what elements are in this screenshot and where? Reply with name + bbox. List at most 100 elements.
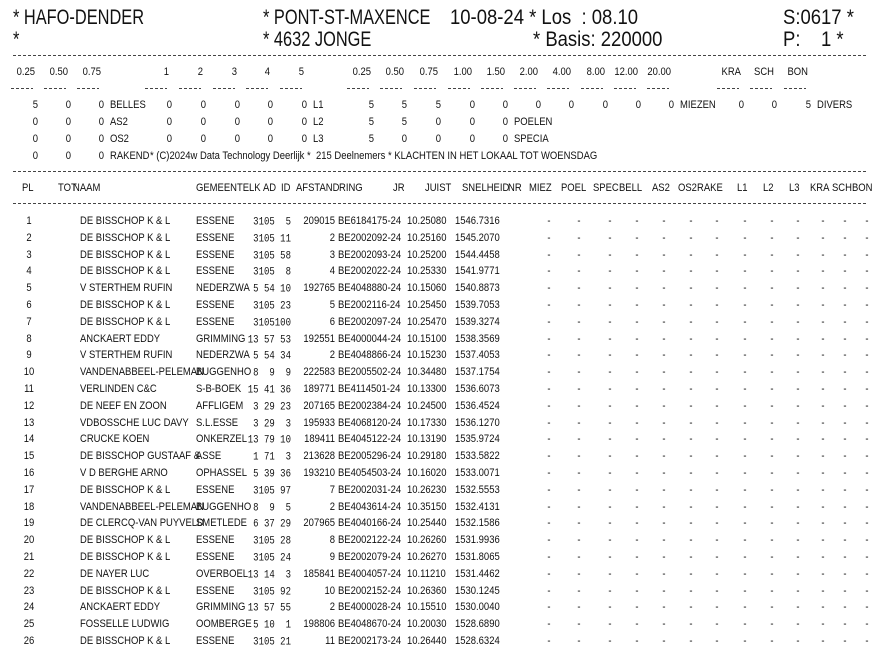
empty-prize-mark: - [743,265,747,278]
summary-count: 0 [166,116,172,128]
empty-prize-mark: - [608,416,612,429]
lk-ad-id: 3105 21 [247,635,291,649]
summary-category-label: POELEN [514,116,553,128]
empty-prize-mark: - [843,450,847,463]
speed: 1545.2070 [455,231,500,244]
empty-prize-mark: - [662,248,666,261]
lk-ad-id: 3105 24 [247,551,291,565]
column-header-sch: SCH [832,182,852,194]
speed: 1539.3274 [455,315,500,328]
race-basis: * Basis: 220000 [533,28,663,51]
empty-prize-mark: - [715,366,719,379]
speed: 1530.1245 [455,584,500,597]
column-header-pl: PL [22,182,34,194]
municipality: ONKERZEL [196,433,247,446]
ring-number: BE2002152-24 [338,584,402,597]
empty-prize-mark: - [743,450,747,463]
empty-prize-mark: - [662,534,666,547]
fancier-name: DE BISSCHOP K & L [80,231,171,244]
placement: 9 [26,349,32,362]
empty-prize-mark: - [743,534,747,547]
empty-prize-mark: - [743,399,747,412]
empty-prize-mark: - [715,551,719,563]
empty-prize-mark: - [608,299,612,311]
column-header-snelheid: SNELHEID [462,182,510,194]
speed: 1532.1586 [455,517,500,530]
speed: 1533.5822 [455,450,500,463]
empty-prize-mark: - [635,567,639,580]
empty-prize-mark: - [689,450,693,463]
empty-prize-mark: - [689,635,693,647]
column-header-jr: JR [393,182,405,194]
distance: 189411 [304,433,335,446]
municipality: ESSENE [196,248,235,261]
empty-prize-mark: - [843,399,847,412]
ring-number: BE4000028-24 [338,601,402,614]
summary-column-label: 4 [264,66,270,78]
summary-column-label: 2.00 [519,66,538,78]
summary-column-label: 8.00 [586,66,605,78]
empty-prize-mark: - [770,383,774,395]
speed: 1536.6073 [455,383,500,395]
arrival-time: 10.11210 [407,567,446,580]
summary-column-underline [347,88,369,89]
lk-ad-id: 6 37 29 [247,518,291,531]
empty-prize-mark: - [547,383,551,395]
summary-count: 0 [502,116,508,128]
column-header-poel: POEL [561,182,587,194]
empty-prize-mark: - [547,601,551,614]
ring-number: BE2002031-24 [338,483,402,496]
municipality: ESSENE [196,635,235,647]
empty-prize-mark: - [689,383,693,395]
distance: 11 [325,635,335,647]
placement: 16 [23,467,35,479]
summary-count: 0 [301,99,307,111]
column-header-rake: RAKE [697,182,723,194]
lk-ad-id: 13 57 55 [247,602,291,615]
empty-prize-mark: - [547,265,551,278]
summary-count: 0 [234,133,240,145]
empty-prize-mark: - [577,349,581,362]
empty-prize-mark: - [547,332,551,345]
empty-prize-mark: - [608,467,612,479]
ring-number: BE2002093-24 [338,248,402,261]
empty-prize-mark: - [865,399,869,412]
empty-prize-mark: - [689,551,693,563]
summary-count: 0 [668,99,674,111]
empty-prize-mark: - [635,534,639,547]
summary-column-underline [179,88,201,89]
summary-count: 0 [65,99,71,111]
empty-prize-mark: - [821,399,825,412]
empty-prize-mark: - [796,483,800,496]
empty-prize-mark: - [843,517,847,530]
empty-prize-mark: - [547,551,551,563]
empty-prize-mark: - [821,282,825,295]
municipality: ESSENE [196,483,235,496]
empty-prize-mark: - [821,450,825,463]
speed: 1537.4053 [455,349,500,362]
s-code: S:0617 * [783,6,854,29]
empty-prize-mark: - [796,231,800,244]
empty-prize-mark: - [635,416,639,429]
ring-number: BE2005296-24 [338,450,402,463]
placement: 13 [23,416,35,429]
summary-column-label: 0.50 [385,66,404,78]
empty-prize-mark: - [770,366,774,379]
column-header-as2: AS2 [652,182,670,194]
empty-prize-mark: - [770,467,774,479]
empty-prize-mark: - [635,215,639,227]
municipality: BUGGENHO [196,500,252,513]
summary-column-underline [614,88,636,89]
summary-column-underline [750,88,772,89]
empty-prize-mark: - [796,349,800,362]
summary-column-label: 0.75 [82,66,101,78]
summary-column-label: 0.50 [49,66,68,78]
lk-ad-id: 8 9 9 [247,367,291,380]
placement: 25 [23,618,35,631]
empty-prize-mark: - [770,483,774,496]
empty-prize-mark: - [577,215,581,227]
fancier-name: DE BISSCHOP K & L [80,215,171,227]
municipality: ESSENE [196,299,235,311]
empty-prize-mark: - [635,551,639,563]
empty-prize-mark: - [770,215,774,227]
